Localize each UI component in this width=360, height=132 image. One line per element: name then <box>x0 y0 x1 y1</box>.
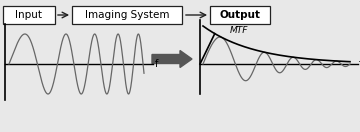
Bar <box>72 6 182 24</box>
FancyArrow shape <box>152 51 192 67</box>
Text: f: f <box>155 59 158 69</box>
Bar <box>3 6 55 24</box>
Text: MTF: MTF <box>229 26 248 35</box>
Text: Imaging System: Imaging System <box>85 10 169 20</box>
Text: Output: Output <box>220 10 261 20</box>
Text: Input: Input <box>15 10 42 20</box>
Text: f: f <box>359 59 360 69</box>
Bar <box>210 6 270 24</box>
